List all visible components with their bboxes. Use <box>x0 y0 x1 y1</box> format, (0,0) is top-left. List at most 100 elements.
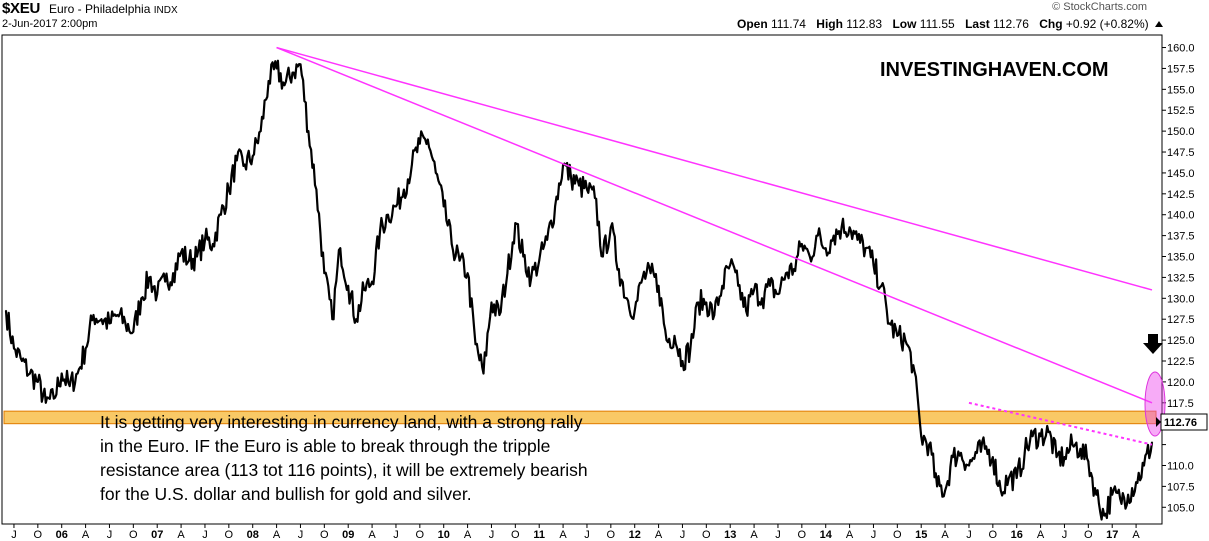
price-point <box>227 188 230 191</box>
price-point <box>299 63 302 66</box>
x-tick-label: A <box>177 529 185 541</box>
price-point <box>673 335 676 337</box>
y-tick-label: 120.0 <box>1167 377 1195 389</box>
price-point <box>1111 493 1114 496</box>
price-point <box>928 443 931 446</box>
x-tick-label: O <box>893 529 902 541</box>
price-point <box>458 259 461 262</box>
low-value: 111.55 <box>919 17 955 31</box>
x-tick-label: O <box>798 529 807 541</box>
price-point <box>490 301 493 304</box>
open-label: Open <box>737 17 768 31</box>
price-point <box>856 238 859 241</box>
change-value: +0.92 (+0.82%) <box>1065 17 1149 31</box>
price-series-layer <box>4 59 1154 521</box>
price-point <box>609 226 612 229</box>
price-point <box>164 280 167 283</box>
exchange-label: INDX <box>153 5 178 16</box>
last-value: 112.76 <box>993 17 1029 31</box>
price-point <box>1151 441 1153 444</box>
x-tick-label: J <box>1062 529 1068 541</box>
instrument-title: Euro - Philadelphia <box>49 2 151 16</box>
price-point <box>880 284 883 287</box>
price-point <box>625 297 628 300</box>
x-tick-label: J <box>680 529 686 541</box>
price-point <box>602 255 604 258</box>
x-tick-label: O <box>416 529 425 541</box>
price-point <box>824 247 827 250</box>
copyright-link[interactable]: © StockCharts.com <box>1052 1 1147 13</box>
y-tick-label: 155.0 <box>1167 84 1195 96</box>
price-point <box>204 238 206 241</box>
price-point <box>896 335 899 337</box>
price-point <box>586 188 588 191</box>
brand-watermark: INVESTINGHAVEN.COM <box>880 59 1109 81</box>
price-point <box>5 309 7 312</box>
y-tick-label: 125.0 <box>1167 335 1195 347</box>
price-point <box>267 80 270 82</box>
price-point <box>148 276 151 279</box>
price-point <box>1031 435 1034 438</box>
price-point <box>864 247 867 250</box>
price-point <box>434 172 437 174</box>
price-point <box>689 347 692 350</box>
price-point <box>124 322 127 325</box>
price-point <box>952 456 954 458</box>
y-tick-label: 142.5 <box>1167 189 1195 201</box>
price-point <box>212 243 214 245</box>
price-point <box>36 381 39 383</box>
price-point <box>291 71 294 74</box>
price-point <box>785 272 787 275</box>
price-point <box>1103 514 1106 517</box>
price-point <box>482 372 485 375</box>
price-point <box>21 360 23 362</box>
price-point <box>220 213 222 216</box>
price-point <box>275 67 278 70</box>
price-point <box>1039 435 1042 438</box>
price-point <box>387 213 389 216</box>
price-point <box>1143 464 1145 467</box>
price-point <box>920 435 923 438</box>
annotation-text: It is getting very interesting in curren… <box>100 412 588 504</box>
price-point <box>52 397 55 400</box>
x-axis: J O 06 A J O 07 A J O 08 A J O 09 A J O 10 A J O 11 A J O 12 A J O 13 A… <box>11 524 1140 541</box>
x-tick-label: J <box>775 529 781 541</box>
price-point <box>108 322 111 325</box>
high-value: 112.83 <box>846 17 883 31</box>
price-point <box>196 255 198 258</box>
change-label: Chg <box>1039 17 1063 31</box>
price-point <box>29 372 31 375</box>
low-label: Low <box>892 17 917 31</box>
x-tick-label: J <box>393 529 399 541</box>
instrument-name: Euro - Philadelphia INDX <box>49 2 178 16</box>
price-point <box>554 205 556 208</box>
price-point <box>793 268 795 270</box>
price-point <box>816 234 819 237</box>
price-point <box>418 142 421 145</box>
x-tick-label: 12 <box>629 529 641 541</box>
price-point <box>371 280 373 283</box>
x-tick-label: O <box>1084 529 1093 541</box>
x-tick-label: A <box>655 529 663 541</box>
price-point <box>1119 498 1122 500</box>
price-point <box>999 489 1002 492</box>
price-point <box>872 264 875 266</box>
price-point <box>944 489 946 492</box>
x-tick-label: J <box>202 529 208 541</box>
price-point <box>259 130 262 133</box>
y-tick-label: 127.5 <box>1167 314 1195 326</box>
price-point <box>546 238 549 241</box>
x-tick-label: J <box>107 529 113 541</box>
price-point <box>172 272 175 275</box>
price-point <box>729 264 732 266</box>
price-point <box>188 259 190 262</box>
price-point <box>363 289 365 291</box>
chart-date: 2-Jun-2017 2:00pm <box>2 18 98 30</box>
x-tick-label: A <box>941 529 949 541</box>
x-tick-label: A <box>368 529 376 541</box>
ticker-symbol[interactable]: $XEU <box>2 0 40 17</box>
y-tick-label: 105.0 <box>1167 502 1195 514</box>
y-tick-label: 122.5 <box>1167 356 1195 368</box>
price-point <box>984 447 986 450</box>
